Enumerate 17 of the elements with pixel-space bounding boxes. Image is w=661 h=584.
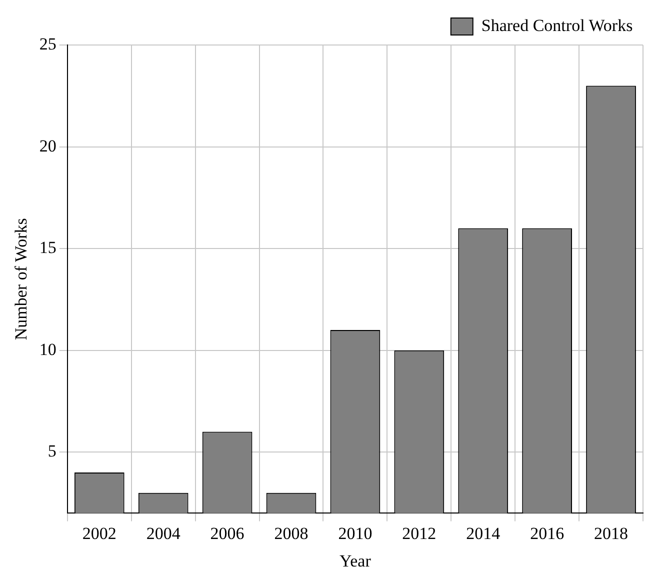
x-tick-label: 2008 — [274, 524, 308, 543]
x-tick-label: 2004 — [146, 524, 181, 543]
x-tick-label: 2006 — [210, 524, 244, 543]
x-tick-label: 2002 — [82, 524, 116, 543]
y-tick-label: 5 — [48, 442, 56, 461]
legend-label: Shared Control Works — [481, 16, 633, 35]
x-tick-label: 2016 — [530, 524, 564, 543]
y-tick-label: 25 — [39, 34, 56, 54]
x-tick-label: 2014 — [466, 524, 501, 543]
x-tick-label: 2012 — [402, 524, 436, 543]
y-tick-label: 10 — [39, 340, 56, 359]
y-tick-label: 20 — [39, 136, 56, 156]
x-tick-label: 2018 — [594, 524, 628, 543]
y-tick-label: 15 — [39, 238, 56, 258]
x-axis-title: Year — [340, 551, 372, 570]
y-axis-title: Number of Works — [12, 218, 31, 340]
x-tick-label: 2010 — [338, 524, 372, 543]
